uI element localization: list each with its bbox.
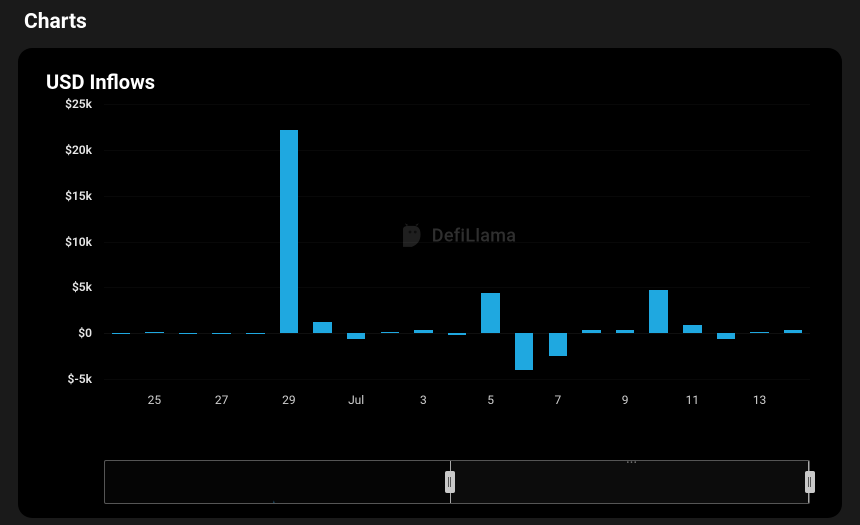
brush-selection[interactable]: ••• <box>450 461 809 503</box>
y-tick-label: $0 <box>78 326 92 340</box>
bar[interactable] <box>112 333 130 334</box>
x-tick-label: 25 <box>148 393 162 407</box>
time-range-brush[interactable]: ••• <box>104 460 810 504</box>
brush-handle-left[interactable] <box>445 471 455 493</box>
x-tick-label: Jul <box>348 393 364 407</box>
bar[interactable] <box>515 333 533 370</box>
y-tick-label: $25k <box>65 97 92 111</box>
bar[interactable] <box>280 130 298 334</box>
y-tick-label: $10k <box>65 235 92 249</box>
bar[interactable] <box>717 333 735 339</box>
brush-track[interactable]: ••• <box>104 460 810 504</box>
gridline <box>104 242 810 243</box>
gridline <box>104 287 810 288</box>
chart-panel: USD Inflows $25k $20k $15k $10k $5k $0 $-5k De… <box>18 48 842 518</box>
gridline <box>104 150 810 151</box>
bar[interactable] <box>381 332 399 333</box>
brush-center-marker: ••• <box>626 460 632 461</box>
bar[interactable] <box>246 333 264 334</box>
y-tick-label: $15k <box>65 189 92 203</box>
bar[interactable] <box>212 333 230 334</box>
x-tick-label: 7 <box>554 393 561 407</box>
brush-handle-right[interactable] <box>805 471 815 493</box>
bar[interactable] <box>448 333 466 335</box>
x-axis: 25 27 29 Jul 3 5 7 9 11 13 <box>104 389 810 419</box>
bar[interactable] <box>313 322 331 333</box>
bar[interactable] <box>683 325 701 333</box>
page-section-title: Charts <box>24 10 836 34</box>
watermark-text: DefiLlama <box>432 225 516 246</box>
llama-icon <box>398 222 426 250</box>
x-tick-label: 3 <box>420 393 427 407</box>
x-tick-label: 9 <box>622 393 629 407</box>
gridline <box>104 196 810 197</box>
x-tick-label: 11 <box>686 393 700 407</box>
bar[interactable] <box>582 330 600 333</box>
bar[interactable] <box>179 333 197 334</box>
x-tick-label: 29 <box>282 393 296 407</box>
bar[interactable] <box>347 333 365 339</box>
bar[interactable] <box>649 290 667 333</box>
chart-title: USD Inflows <box>46 70 814 94</box>
bar[interactable] <box>750 332 768 333</box>
x-tick-label: 27 <box>215 393 229 407</box>
defillama-watermark: DefiLlama <box>398 222 516 250</box>
y-axis: $25k$20k$15k$10k$5k$0$-5k <box>46 104 98 424</box>
y-tick-label: $5k <box>72 280 92 294</box>
inflows-bar-chart[interactable]: $25k$20k$15k$10k$5k$0$-5k DefiLlama 2527… <box>46 104 814 424</box>
bar[interactable] <box>616 330 634 333</box>
x-tick-label: 13 <box>753 393 767 407</box>
bar[interactable] <box>481 293 499 333</box>
gridline <box>104 104 810 105</box>
bar[interactable] <box>145 332 163 333</box>
x-tick-label: 5 <box>487 393 494 407</box>
bar[interactable] <box>549 333 567 356</box>
gridline <box>104 379 810 380</box>
y-tick-label: $-5k <box>68 372 92 386</box>
bar[interactable] <box>784 330 802 334</box>
y-tick-label: $20k <box>65 143 92 157</box>
bar[interactable] <box>414 330 432 333</box>
plot-area: DefiLlama <box>104 104 810 379</box>
